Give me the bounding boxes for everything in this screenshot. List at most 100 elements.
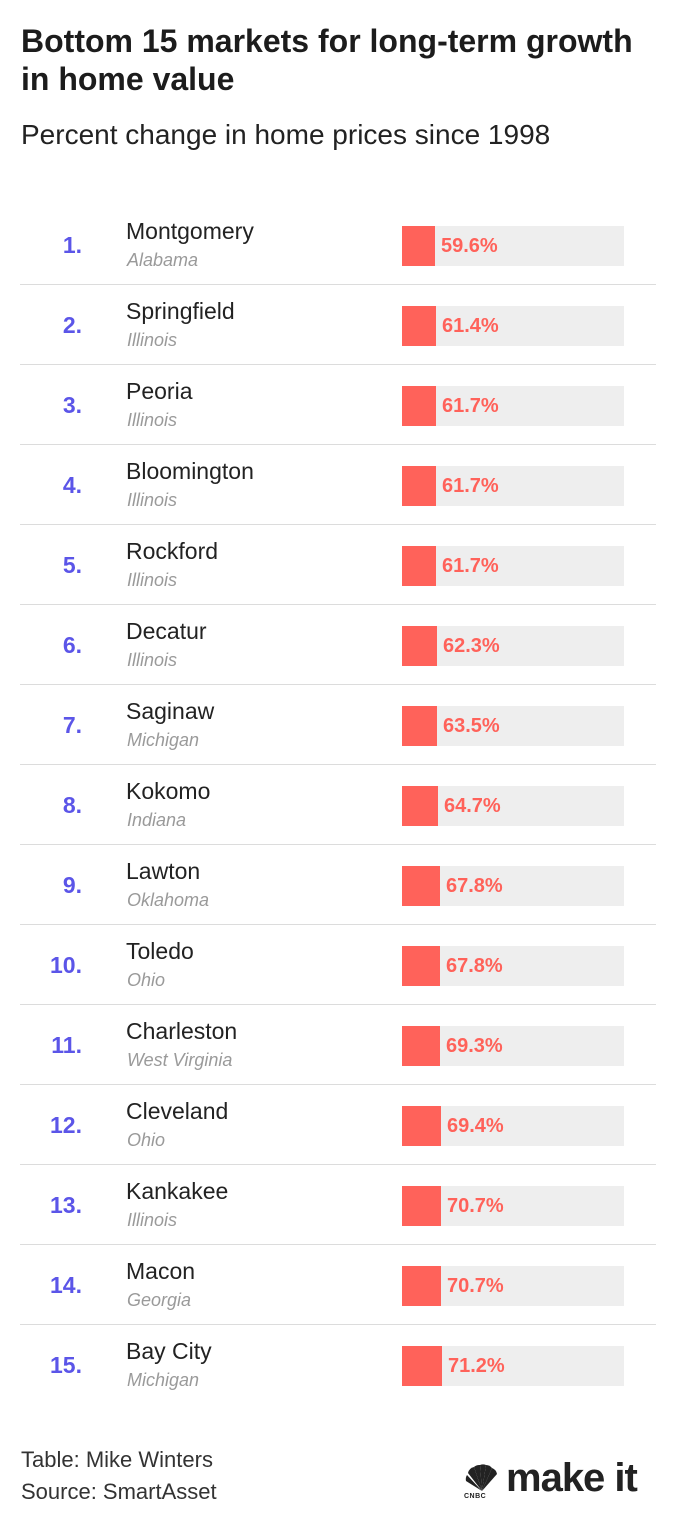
rank-number: 1.: [62, 232, 82, 258]
bar-track: 61.7%: [402, 466, 624, 506]
state-name: Illinois: [127, 570, 178, 590]
table-row: 7. Saginaw Michigan 63.5%: [20, 685, 656, 765]
bar-track: 69.4%: [402, 1106, 624, 1146]
rank-number: 7.: [62, 712, 82, 738]
table-row: 3. Peoria Illinois 61.7%: [20, 365, 656, 445]
bar-track: 67.8%: [402, 866, 624, 906]
table-row: 1. Montgomery Alabama 59.6%: [20, 205, 656, 285]
city-name: Montgomery: [126, 218, 254, 244]
bar: [402, 226, 435, 266]
logo-text: make it: [506, 1456, 638, 1500]
ranking-table: 1. Montgomery Alabama 59.6% 2. Springfield Ill…: [20, 205, 656, 1405]
bar: [402, 866, 440, 906]
state-name: Indiana: [127, 810, 187, 830]
city-name: Bloomington: [126, 458, 254, 484]
bar-track: 59.6%: [402, 226, 624, 266]
table-row: 6. Decatur Illinois 62.3%: [20, 605, 656, 685]
bar: [402, 546, 436, 586]
data-label: 69.3%: [446, 1035, 503, 1057]
city-name: Charleston: [126, 1018, 238, 1044]
logo-brand: CNBC: [464, 1493, 487, 1500]
city-name: Rockford: [126, 538, 219, 564]
bar-track: 64.7%: [402, 786, 624, 826]
chart-subtitle: Percent change in home prices since 1998: [21, 119, 551, 150]
rank-number: 6.: [62, 632, 82, 658]
table-row: 10. Toledo Ohio 67.8%: [20, 925, 656, 1005]
data-label: 71.2%: [448, 1355, 505, 1377]
bar: [402, 306, 436, 346]
city-name: Macon: [126, 1258, 196, 1284]
bar: [402, 706, 437, 746]
rank-number: 13.: [50, 1192, 82, 1218]
rank-number: 15.: [50, 1352, 82, 1378]
table-row: 11. Charleston West Virginia 69.3%: [20, 1005, 656, 1085]
rank-number: 2.: [62, 312, 82, 338]
city-name: Toledo: [126, 938, 194, 964]
bar: [402, 946, 440, 986]
bar-track: 61.7%: [402, 386, 624, 426]
bar-track: 70.7%: [402, 1186, 624, 1226]
chart-title: Bottom 15 markets for long-term growth i…: [21, 23, 633, 97]
table-row: 14. Macon Georgia 70.7%: [20, 1245, 656, 1325]
city-name: Saginaw: [126, 698, 215, 724]
state-name: Illinois: [127, 1210, 178, 1230]
table-row: 2. Springfield Illinois 61.4%: [20, 285, 656, 365]
state-name: West Virginia: [127, 1050, 233, 1070]
bar-track: 69.3%: [402, 1026, 624, 1066]
bar-track: 71.2%: [402, 1346, 624, 1386]
state-name: Illinois: [127, 330, 178, 350]
bar-track: 61.7%: [402, 546, 624, 586]
city-name: Bay City: [126, 1338, 212, 1364]
data-label: 61.7%: [442, 395, 499, 417]
bar: [402, 1106, 441, 1146]
state-name: Ohio: [127, 1130, 166, 1150]
source-credit: Source: SmartAsset: [21, 1479, 217, 1504]
rank-number: 8.: [62, 792, 82, 818]
peacock-icon: [465, 1464, 497, 1491]
bar-track: 67.8%: [402, 946, 624, 986]
rank-number: 14.: [50, 1272, 82, 1298]
bar: [402, 1346, 442, 1386]
table-row: 5. Rockford Illinois 61.7%: [20, 525, 656, 605]
bar: [402, 1186, 441, 1226]
table-row: 13. Kankakee Illinois 70.7%: [20, 1165, 656, 1245]
data-label: 70.7%: [447, 1275, 504, 1297]
table-row: 12. Cleveland Ohio 69.4%: [20, 1085, 656, 1165]
rank-number: 12.: [50, 1112, 82, 1138]
data-label: 59.6%: [441, 235, 498, 257]
city-name: Decatur: [126, 618, 207, 644]
bar-track: 62.3%: [402, 626, 624, 666]
bar: [402, 1026, 440, 1066]
table-row: 15. Bay City Michigan 71.2%: [20, 1325, 656, 1405]
rank-number: 4.: [62, 472, 82, 498]
state-name: Illinois: [127, 410, 178, 430]
city-name: Kankakee: [126, 1178, 229, 1204]
bar: [402, 626, 437, 666]
rank-number: 10.: [50, 952, 82, 978]
city-name: Springfield: [126, 298, 235, 324]
data-label: 64.7%: [444, 795, 501, 817]
bar: [402, 1266, 441, 1306]
rank-number: 11.: [51, 1032, 82, 1058]
table-row: 8. Kokomo Indiana 64.7%: [20, 765, 656, 845]
table-row: 4. Bloomington Illinois 61.7%: [20, 445, 656, 525]
state-name: Michigan: [127, 1370, 200, 1390]
state-name: Illinois: [127, 490, 178, 510]
data-label: 70.7%: [447, 1195, 504, 1217]
bar-track: 61.4%: [402, 306, 624, 346]
state-name: Illinois: [127, 650, 178, 670]
data-label: 61.7%: [442, 555, 499, 577]
city-name: Peoria: [126, 378, 193, 404]
table-row: 9. Lawton Oklahoma 67.8%: [20, 845, 656, 925]
bar-track: 70.7%: [402, 1266, 624, 1306]
city-name: Lawton: [126, 858, 201, 884]
cnbc-make-it-logo: CNBC make it: [462, 1455, 658, 1503]
rank-number: 3.: [62, 392, 82, 418]
bar-track: 63.5%: [402, 706, 624, 746]
state-name: Alabama: [127, 250, 199, 270]
rank-number: 9.: [62, 872, 82, 898]
data-label: 62.3%: [443, 635, 500, 657]
data-label: 61.4%: [442, 315, 499, 337]
bar: [402, 786, 438, 826]
city-name: Kokomo: [126, 778, 211, 804]
